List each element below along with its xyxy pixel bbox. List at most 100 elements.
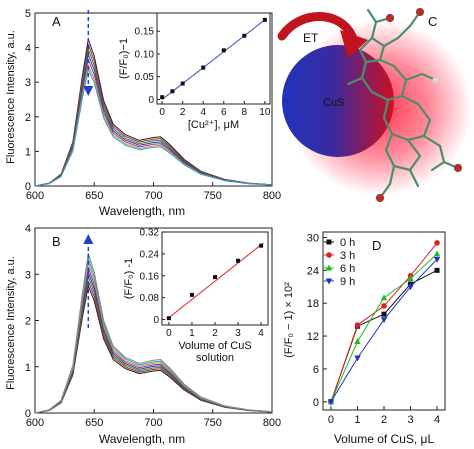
panel-d-x-axis-label: Volume of CuS, μL	[334, 432, 435, 446]
inset-point	[242, 33, 247, 38]
data-point	[407, 284, 414, 291]
y-tick-label: 3	[25, 77, 31, 89]
panel-d-label: D	[372, 238, 381, 253]
panel-a-y-axis-label: Fluorescence Intensity, a.u.	[5, 30, 17, 164]
inset-point	[180, 81, 185, 86]
data-point	[325, 278, 333, 285]
inset-y-tick-label: 0.05	[135, 72, 155, 83]
cus-nanoparticle	[282, 45, 394, 157]
y-tick-label: 2	[25, 316, 31, 328]
inset-y-tick-label: 0.15	[135, 27, 155, 38]
inset-x-tick-label: 3	[235, 328, 241, 339]
x-tick-label: 600	[26, 417, 44, 429]
panel-a-x-axis-label: Wavelength, nm	[99, 204, 185, 218]
inset-x-tick-label: 4	[200, 107, 206, 118]
series-9-h	[327, 256, 441, 406]
inset-point	[213, 275, 217, 280]
inset-point	[189, 292, 194, 297]
inset-x-tick-label: 8	[242, 107, 248, 118]
y-tick-label: 0	[25, 408, 31, 420]
inset-x-tick-label: 2	[180, 107, 186, 118]
panel-c-schematic: CuS ET C	[277, 7, 472, 203]
inset-y-axis-label: (F/F₀) -1	[123, 258, 135, 299]
series-line	[330, 269, 438, 402]
legend-label: 3 h	[340, 250, 355, 262]
y-tick-label: 30	[307, 232, 319, 244]
inset-fit-line	[161, 19, 266, 100]
inset-x-tick-label: 1	[189, 328, 195, 339]
x-tick-label: 750	[204, 190, 222, 202]
x-tick-label: 700	[144, 190, 162, 202]
panel-b-plot: 600 650 700 750 800 0 1 2 3 4	[25, 223, 281, 429]
inset-y-tick-label: 0.10	[135, 49, 155, 60]
y-tick-label: 12	[307, 331, 319, 343]
data-point	[327, 399, 335, 406]
et-arrow-head	[340, 30, 368, 58]
x-tick-label: 2	[381, 414, 387, 426]
data-point	[325, 264, 333, 271]
panel-b-label: B	[52, 234, 61, 249]
data-point	[434, 240, 440, 246]
x-tick-label: 650	[85, 190, 103, 202]
x-tick-label: 0	[328, 414, 334, 426]
y-tick-label: 3	[25, 269, 31, 281]
inset-y-tick-label: 0.08	[140, 293, 160, 304]
legend-label: 0 h	[340, 237, 355, 249]
y-tick-label: 1	[25, 362, 31, 374]
legend-label: 6 h	[340, 263, 355, 275]
x-tick-label: 800	[263, 417, 281, 429]
data-point	[326, 252, 332, 258]
trend-arrow-up-icon	[83, 234, 94, 244]
data-point	[433, 250, 441, 257]
panel-b-x-axis-label: Wavelength, nm	[99, 432, 185, 446]
inset-x-tick-label: 0	[166, 328, 172, 339]
panel-a-inset: 0 2 4 6 8 10 0 0.05 0.10 0.15 [Cu²⁺], μM (F/F₀)−1	[118, 12, 271, 131]
inset-x-tick-label: 2	[212, 328, 218, 339]
data-point	[433, 256, 441, 263]
panel-a: A Fluorescence Intensity, a.u. Wavelengt…	[5, 14, 185, 218]
x-tick-label: 800	[263, 190, 281, 202]
panel-b: B Fluorescence Intensity, a.u. Wavelengt…	[5, 234, 185, 446]
inset-x-tick-label: 4	[258, 328, 264, 339]
x-tick-label: 700	[144, 417, 162, 429]
panel-b-inset: 0 1 2 3 4 0 0.08 0.16 0.24 0.32 Volume of CuSsolut…	[123, 228, 269, 364]
et-arrow	[277, 12, 357, 41]
inset-point	[170, 89, 175, 94]
data-point	[381, 303, 387, 309]
data-point	[354, 322, 361, 328]
inset-point	[160, 95, 165, 100]
inset-point	[201, 65, 206, 70]
inset-point	[259, 243, 264, 248]
series-0-h	[328, 267, 440, 405]
et-label: ET	[303, 31, 319, 45]
inset-x-tick-label: 10	[259, 107, 271, 118]
inset-y-axis-label: (F/F₀)−1	[118, 38, 130, 79]
inset-y-tick-label: 0	[153, 315, 159, 326]
spectrum-line	[34, 252, 273, 414]
x-tick-label: 1	[354, 414, 360, 426]
inset-y-tick-label: 0.32	[140, 228, 160, 239]
data-point	[380, 294, 388, 301]
inset-point	[221, 48, 226, 53]
y-tick-label: 0	[313, 397, 319, 409]
inset-fit-line	[166, 242, 264, 320]
inset-y-tick-label: 0	[148, 95, 154, 106]
y-tick-label: 6	[313, 364, 319, 376]
inset-point	[262, 17, 267, 22]
x-tick-label: 4	[434, 414, 440, 426]
panel-b-y-axis-label: Fluorescence Intensity, a.u.	[5, 256, 17, 390]
data-point	[380, 317, 388, 324]
data-point	[434, 267, 440, 273]
inset-y-tick-label: 0.24	[140, 249, 160, 260]
y-tick-label: 1	[25, 146, 31, 158]
y-tick-label: 18	[307, 298, 319, 310]
inset-point	[166, 316, 171, 321]
inset-y-tick-label: 0.16	[140, 271, 160, 282]
panel-d-y-axis-label: (F/F₀ − 1) × 10²	[283, 282, 295, 358]
data-point	[408, 281, 414, 287]
y-tick-label: 2	[25, 112, 31, 124]
panel-d-legend: 0 h3 h6 h9 h	[324, 237, 355, 288]
